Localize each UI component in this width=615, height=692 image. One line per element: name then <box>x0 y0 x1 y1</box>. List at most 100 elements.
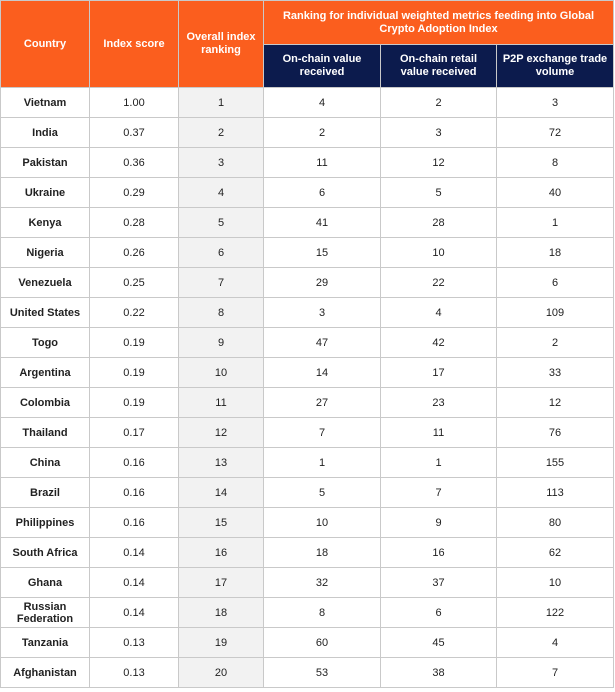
p2p-cell: 2 <box>496 327 614 358</box>
score-cell: 0.17 <box>89 417 179 448</box>
table-row: Tanzania 0.13 19 60 45 4 <box>0 627 614 658</box>
country-cell: Argentina <box>0 357 90 388</box>
rank-cell: 2 <box>178 117 264 148</box>
score-cell: 0.19 <box>89 327 179 358</box>
rank-cell: 20 <box>178 657 264 688</box>
table-row: Philippines 0.16 15 10 9 80 <box>0 507 614 538</box>
score-cell: 0.19 <box>89 357 179 388</box>
score-cell: 0.26 <box>89 237 179 268</box>
score-cell: 0.16 <box>89 477 179 508</box>
score-cell: 0.29 <box>89 177 179 208</box>
p2p-cell: 8 <box>496 147 614 178</box>
retail-cell: 16 <box>380 537 497 568</box>
table-row: India 0.37 2 2 3 72 <box>0 117 614 148</box>
retail-cell: 12 <box>380 147 497 178</box>
onchain-cell: 60 <box>263 627 381 658</box>
onchain-cell: 3 <box>263 297 381 328</box>
table-row: China 0.16 13 1 1 155 <box>0 447 614 478</box>
country-cell: Thailand <box>0 417 90 448</box>
onchain-cell: 7 <box>263 417 381 448</box>
rank-cell: 12 <box>178 417 264 448</box>
p2p-cell: 76 <box>496 417 614 448</box>
table-row: Togo 0.19 9 47 42 2 <box>0 327 614 358</box>
score-cell: 0.19 <box>89 387 179 418</box>
table-row: Brazil 0.16 14 5 7 113 <box>0 477 614 508</box>
table-body: Vietnam 1.00 1 4 2 3 India 0.37 2 2 3 72 Pakistan 0.3… <box>0 87 614 688</box>
rank-cell: 4 <box>178 177 264 208</box>
table-row: South Africa 0.14 16 18 16 62 <box>0 537 614 568</box>
rank-cell: 18 <box>178 597 264 628</box>
score-cell: 0.36 <box>89 147 179 178</box>
p2p-cell: 12 <box>496 387 614 418</box>
country-cell: United States <box>0 297 90 328</box>
score-cell: 0.37 <box>89 117 179 148</box>
onchain-cell: 4 <box>263 87 381 118</box>
table-row: Argentina 0.19 10 14 17 33 <box>0 357 614 388</box>
rank-cell: 11 <box>178 387 264 418</box>
retail-cell: 2 <box>380 87 497 118</box>
score-cell: 0.14 <box>89 567 179 598</box>
onchain-cell: 41 <box>263 207 381 238</box>
score-cell: 0.14 <box>89 597 179 628</box>
onchain-cell: 10 <box>263 507 381 538</box>
onchain-cell: 53 <box>263 657 381 688</box>
onchain-cell: 14 <box>263 357 381 388</box>
country-cell: Pakistan <box>0 147 90 178</box>
p2p-cell: 10 <box>496 567 614 598</box>
table-row: Ghana 0.14 17 32 37 10 <box>0 567 614 598</box>
p2p-cell: 80 <box>496 507 614 538</box>
p2p-cell: 113 <box>496 477 614 508</box>
country-cell: Brazil <box>0 477 90 508</box>
country-cell: Ghana <box>0 567 90 598</box>
table-row: Russian Federation 0.14 18 8 6 122 <box>0 597 614 628</box>
p2p-cell: 72 <box>496 117 614 148</box>
table-row: Nigeria 0.26 6 15 10 18 <box>0 237 614 268</box>
table-row: Colombia 0.19 11 27 23 12 <box>0 387 614 418</box>
country-cell: Ukraine <box>0 177 90 208</box>
score-cell: 0.13 <box>89 657 179 688</box>
onchain-cell: 18 <box>263 537 381 568</box>
country-cell: China <box>0 447 90 478</box>
rank-cell: 15 <box>178 507 264 538</box>
country-cell: Nigeria <box>0 237 90 268</box>
onchain-cell: 5 <box>263 477 381 508</box>
rank-cell: 13 <box>178 447 264 478</box>
score-cell: 0.16 <box>89 507 179 538</box>
retail-cell: 22 <box>380 267 497 298</box>
header-metrics-group: Ranking for individual weighted metrics … <box>263 0 614 45</box>
rank-cell: 3 <box>178 147 264 178</box>
rank-cell: 14 <box>178 477 264 508</box>
rank-cell: 10 <box>178 357 264 388</box>
rank-cell: 16 <box>178 537 264 568</box>
retail-cell: 9 <box>380 507 497 538</box>
p2p-cell: 109 <box>496 297 614 328</box>
p2p-cell: 3 <box>496 87 614 118</box>
score-cell: 0.14 <box>89 537 179 568</box>
p2p-cell: 62 <box>496 537 614 568</box>
rank-cell: 8 <box>178 297 264 328</box>
table-row: Ukraine 0.29 4 6 5 40 <box>0 177 614 208</box>
onchain-cell: 27 <box>263 387 381 418</box>
rank-cell: 19 <box>178 627 264 658</box>
header-onchain-value: On-chain value received <box>263 44 381 88</box>
header-index-score: Index score <box>89 0 179 88</box>
country-cell: Togo <box>0 327 90 358</box>
retail-cell: 37 <box>380 567 497 598</box>
retail-cell: 23 <box>380 387 497 418</box>
table-row: Pakistan 0.36 3 11 12 8 <box>0 147 614 178</box>
score-cell: 0.28 <box>89 207 179 238</box>
retail-cell: 3 <box>380 117 497 148</box>
retail-cell: 42 <box>380 327 497 358</box>
retail-cell: 45 <box>380 627 497 658</box>
score-cell: 0.22 <box>89 297 179 328</box>
onchain-cell: 11 <box>263 147 381 178</box>
rank-cell: 6 <box>178 237 264 268</box>
retail-cell: 10 <box>380 237 497 268</box>
country-cell: Venezuela <box>0 267 90 298</box>
onchain-cell: 1 <box>263 447 381 478</box>
score-cell: 0.25 <box>89 267 179 298</box>
onchain-cell: 15 <box>263 237 381 268</box>
header-country: Country <box>0 0 90 88</box>
p2p-cell: 40 <box>496 177 614 208</box>
